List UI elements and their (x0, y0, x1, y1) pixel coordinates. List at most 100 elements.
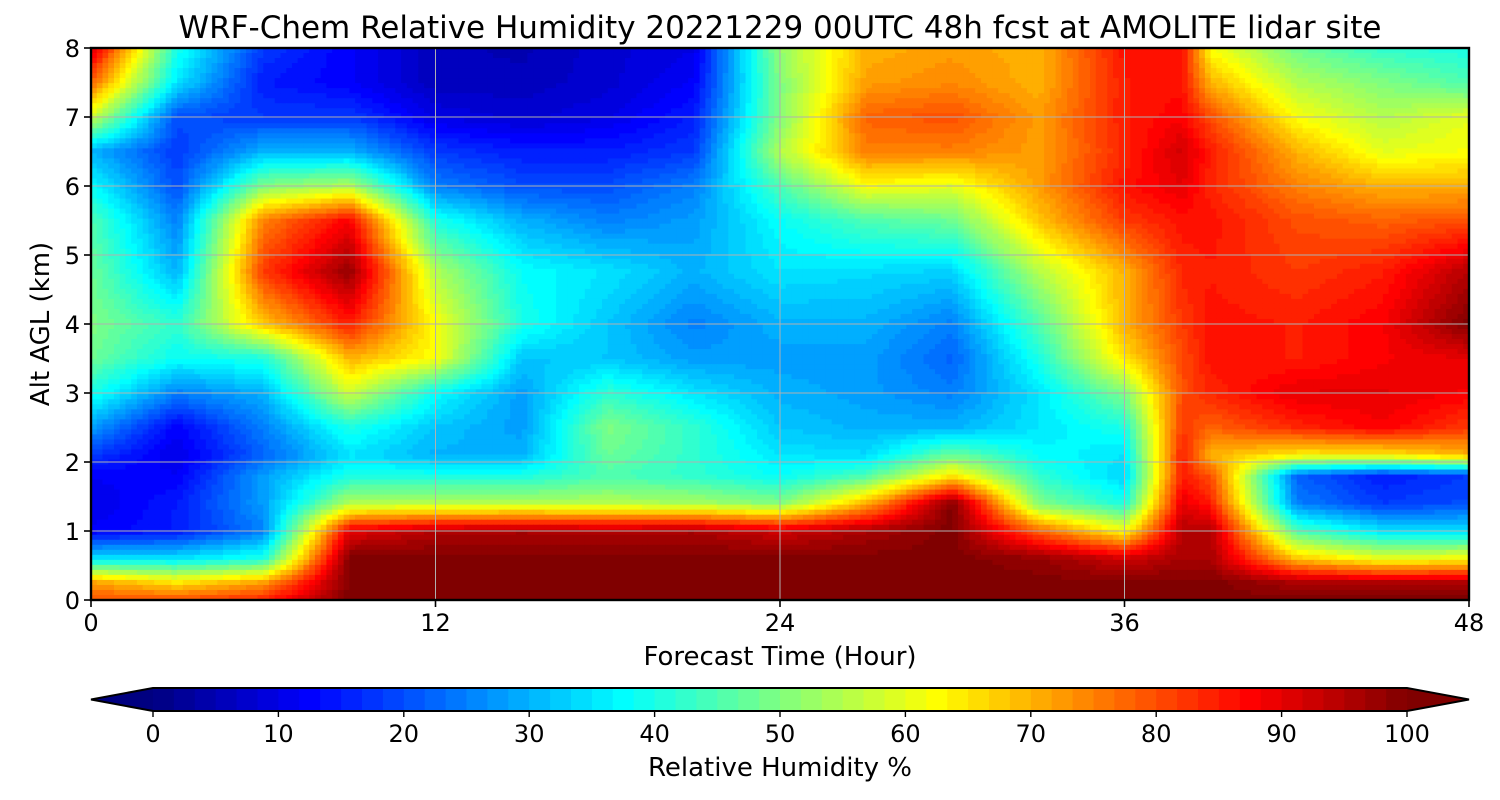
heatmap-cell (1204, 83, 1212, 89)
heatmap-cell (286, 63, 293, 69)
heatmap-cell (1222, 143, 1229, 149)
heatmap-cell (1291, 73, 1298, 79)
heatmap-cell (424, 138, 431, 144)
heatmap-cell (636, 118, 643, 124)
heatmap-cell (1158, 138, 1166, 144)
heatmap-cell (1204, 48, 1212, 54)
heatmap-cell (217, 93, 224, 99)
heatmap-cell (1078, 63, 1085, 69)
heatmap-cell (223, 78, 230, 84)
heatmap-cell (1342, 138, 1350, 144)
heatmap-cell (814, 138, 821, 144)
heatmap-cell (906, 68, 913, 74)
heatmap-cell (1336, 58, 1344, 64)
heatmap-cell (1308, 63, 1315, 69)
heatmap-cell (475, 113, 483, 119)
heatmap-cell (561, 123, 569, 129)
heatmap-cell (1365, 138, 1372, 144)
heatmap-cell (848, 113, 856, 119)
heatmap-cell (1428, 68, 1436, 74)
heatmap-cell (223, 113, 230, 119)
heatmap-cell (205, 113, 213, 119)
heatmap-cell (1325, 63, 1332, 69)
heatmap-cell (1233, 103, 1240, 109)
heatmap-cell (1187, 48, 1194, 54)
heatmap-cell (533, 103, 540, 109)
heatmap-cell (889, 98, 896, 104)
heatmap-cell (475, 108, 483, 114)
heatmap-cell (935, 83, 942, 89)
heatmap-cell (1342, 93, 1350, 99)
heatmap-cell (337, 143, 345, 149)
heatmap-cell (561, 128, 569, 134)
heatmap-cell (682, 88, 689, 94)
heatmap-cell (579, 93, 586, 99)
heatmap-cell (877, 93, 884, 99)
heatmap-cell (177, 128, 184, 134)
heatmap-cell (1400, 113, 1407, 119)
heatmap-cell (446, 128, 454, 134)
heatmap-cell (963, 118, 971, 124)
heatmap-cell (1090, 73, 1097, 79)
heatmap-cell (1009, 143, 1017, 149)
heatmap-cell (1049, 143, 1057, 149)
heatmap-cell (337, 73, 345, 79)
heatmap-cell (1107, 143, 1114, 149)
heatmap-cell (217, 148, 224, 154)
heatmap-cell (975, 58, 982, 64)
heatmap-cell (1124, 108, 1131, 114)
heatmap-cell (653, 113, 661, 119)
heatmap-cell (670, 98, 678, 104)
heatmap-cell (596, 103, 603, 109)
heatmap-cell (188, 138, 195, 144)
heatmap-cell (429, 118, 437, 124)
heatmap-cell (1331, 73, 1338, 79)
heatmap-cell (389, 148, 396, 154)
heatmap-cell (389, 48, 396, 54)
heatmap-cell (154, 93, 161, 99)
heatmap-cell (722, 138, 729, 144)
heatmap-cell (533, 138, 540, 144)
heatmap-cell (538, 133, 546, 139)
heatmap-cell (665, 113, 672, 119)
heatmap-cell (739, 53, 747, 59)
heatmap-cell (613, 58, 620, 64)
heatmap-cell (1210, 113, 1217, 119)
heatmap-cell (877, 98, 884, 104)
heatmap-cell (728, 133, 735, 139)
heatmap-cell (963, 78, 971, 84)
heatmap-cell (263, 68, 270, 74)
heatmap-cell (1245, 118, 1252, 124)
heatmap-cell (1101, 58, 1108, 64)
heatmap-cell (923, 108, 930, 114)
heatmap-cell (475, 118, 483, 124)
heatmap-cell (223, 103, 230, 109)
heatmap-cell (401, 133, 408, 139)
heatmap-cell (1423, 58, 1430, 64)
heatmap-cell (1388, 83, 1395, 89)
heatmap-cell (1382, 63, 1390, 69)
heatmap-cell (469, 73, 477, 79)
heatmap-cell (894, 68, 902, 74)
heatmap-cell (418, 143, 425, 149)
heatmap-cell (647, 73, 655, 79)
heatmap-cell (1434, 88, 1441, 94)
heatmap-cell (1038, 53, 1045, 59)
heatmap-cell (251, 123, 259, 129)
heatmap-cell (561, 143, 569, 149)
heatmap-cell (567, 148, 574, 154)
heatmap-cell (96, 68, 104, 74)
heatmap-cell (228, 128, 236, 134)
heatmap-cell (131, 123, 138, 129)
heatmap-cell (1015, 93, 1022, 99)
heatmap-cell (177, 123, 184, 129)
heatmap-cell (843, 113, 850, 119)
heatmap-cell (1038, 113, 1045, 119)
heatmap-cell (912, 148, 919, 154)
heatmap-cell (1342, 118, 1350, 124)
heatmap-cell (1428, 103, 1436, 109)
heatmap-cell (343, 88, 350, 94)
heatmap-cell (550, 138, 557, 144)
heatmap-cell (1336, 73, 1344, 79)
heatmap-cell (596, 113, 603, 119)
